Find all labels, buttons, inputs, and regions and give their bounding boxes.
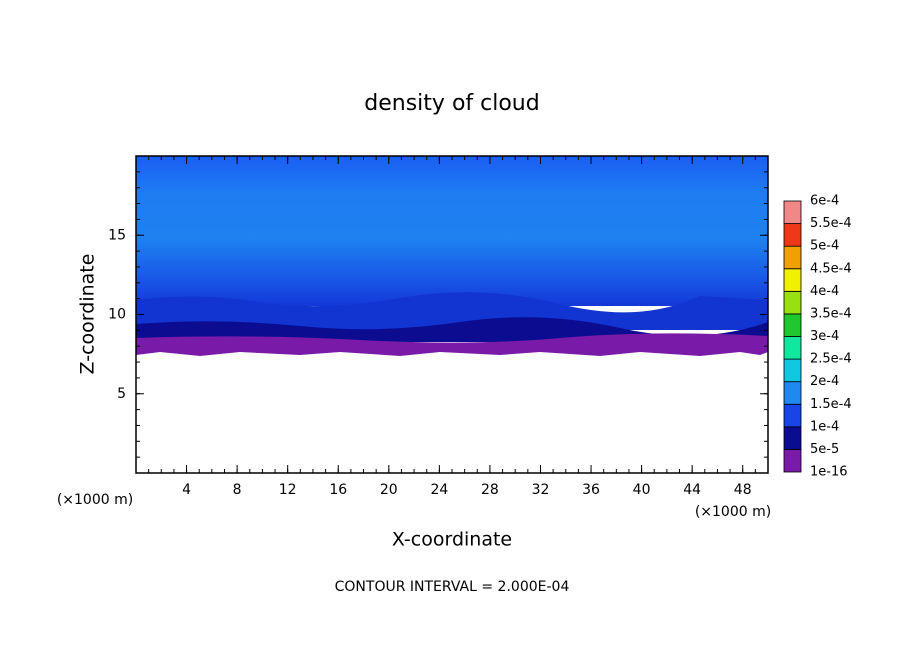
- x-tick-label: 28: [481, 482, 499, 498]
- colorbar-band: [783, 403, 802, 428]
- colorbar-band: [783, 290, 802, 315]
- field-upper: [136, 156, 768, 306]
- colorbar-band: [783, 426, 802, 450]
- y-axis-label: Z-coordinate: [77, 254, 99, 375]
- field-blue: [136, 292, 768, 330]
- colorbar-label: 1e-16: [810, 465, 848, 480]
- colorbar-label: 5e-4: [810, 239, 839, 254]
- x-tick-label: 44: [683, 482, 701, 498]
- colorbar-band: [783, 449, 802, 473]
- x-units: (×1000 m): [695, 504, 771, 520]
- colorbar-label: 3e-4: [810, 329, 839, 344]
- colorbar-label: 1e-4: [810, 419, 839, 434]
- colorbar-band: [783, 358, 802, 383]
- footer-note: CONTOUR INTERVAL = 2.000E-04: [335, 579, 570, 595]
- x-tick-label: 8: [233, 482, 242, 498]
- y-tick-label: 5: [117, 386, 126, 402]
- colorbar-band: [783, 313, 802, 337]
- colorbar-label: 1.5e-4: [810, 397, 852, 412]
- x-tick-label: 36: [582, 482, 600, 498]
- chart-title: density of cloud: [364, 91, 539, 116]
- colorbar-label: 2e-4: [810, 374, 839, 389]
- x-tick-label: 40: [633, 482, 651, 498]
- colorbar-label: 3.5e-4: [810, 306, 852, 321]
- x-tick-label: 32: [532, 482, 550, 498]
- colorbar-band: [783, 223, 802, 247]
- x-tick-label: 12: [279, 482, 297, 498]
- colorbar-label: 2.5e-4: [810, 352, 852, 367]
- colorbar-label: 4.5e-4: [810, 261, 852, 276]
- colorbar-band: [783, 200, 802, 224]
- colorbar-band: [783, 268, 802, 292]
- colorbar-label: 5.5e-4: [810, 216, 852, 231]
- x-tick-label: 4: [182, 482, 191, 498]
- x-tick-label: 16: [329, 482, 347, 498]
- contour-field: [136, 156, 768, 356]
- x-tick-label: 48: [734, 482, 752, 498]
- colorbar-band: [783, 336, 802, 360]
- colorbar-label: 5e-5: [810, 442, 839, 457]
- colorbar-label: 6e-4: [810, 194, 839, 209]
- colorbar-band: [783, 245, 802, 270]
- x-tick-label: 20: [380, 482, 398, 498]
- y-tick-label: 10: [108, 307, 126, 323]
- y-units: (×1000 m): [57, 492, 133, 508]
- x-tick-label: 24: [430, 482, 448, 498]
- colorbar-band: [783, 381, 802, 405]
- field-purple: [136, 333, 768, 356]
- colorbar-label: 4e-4: [810, 284, 839, 299]
- x-axis-label: X-coordinate: [392, 529, 512, 551]
- y-tick-label: 15: [108, 227, 126, 243]
